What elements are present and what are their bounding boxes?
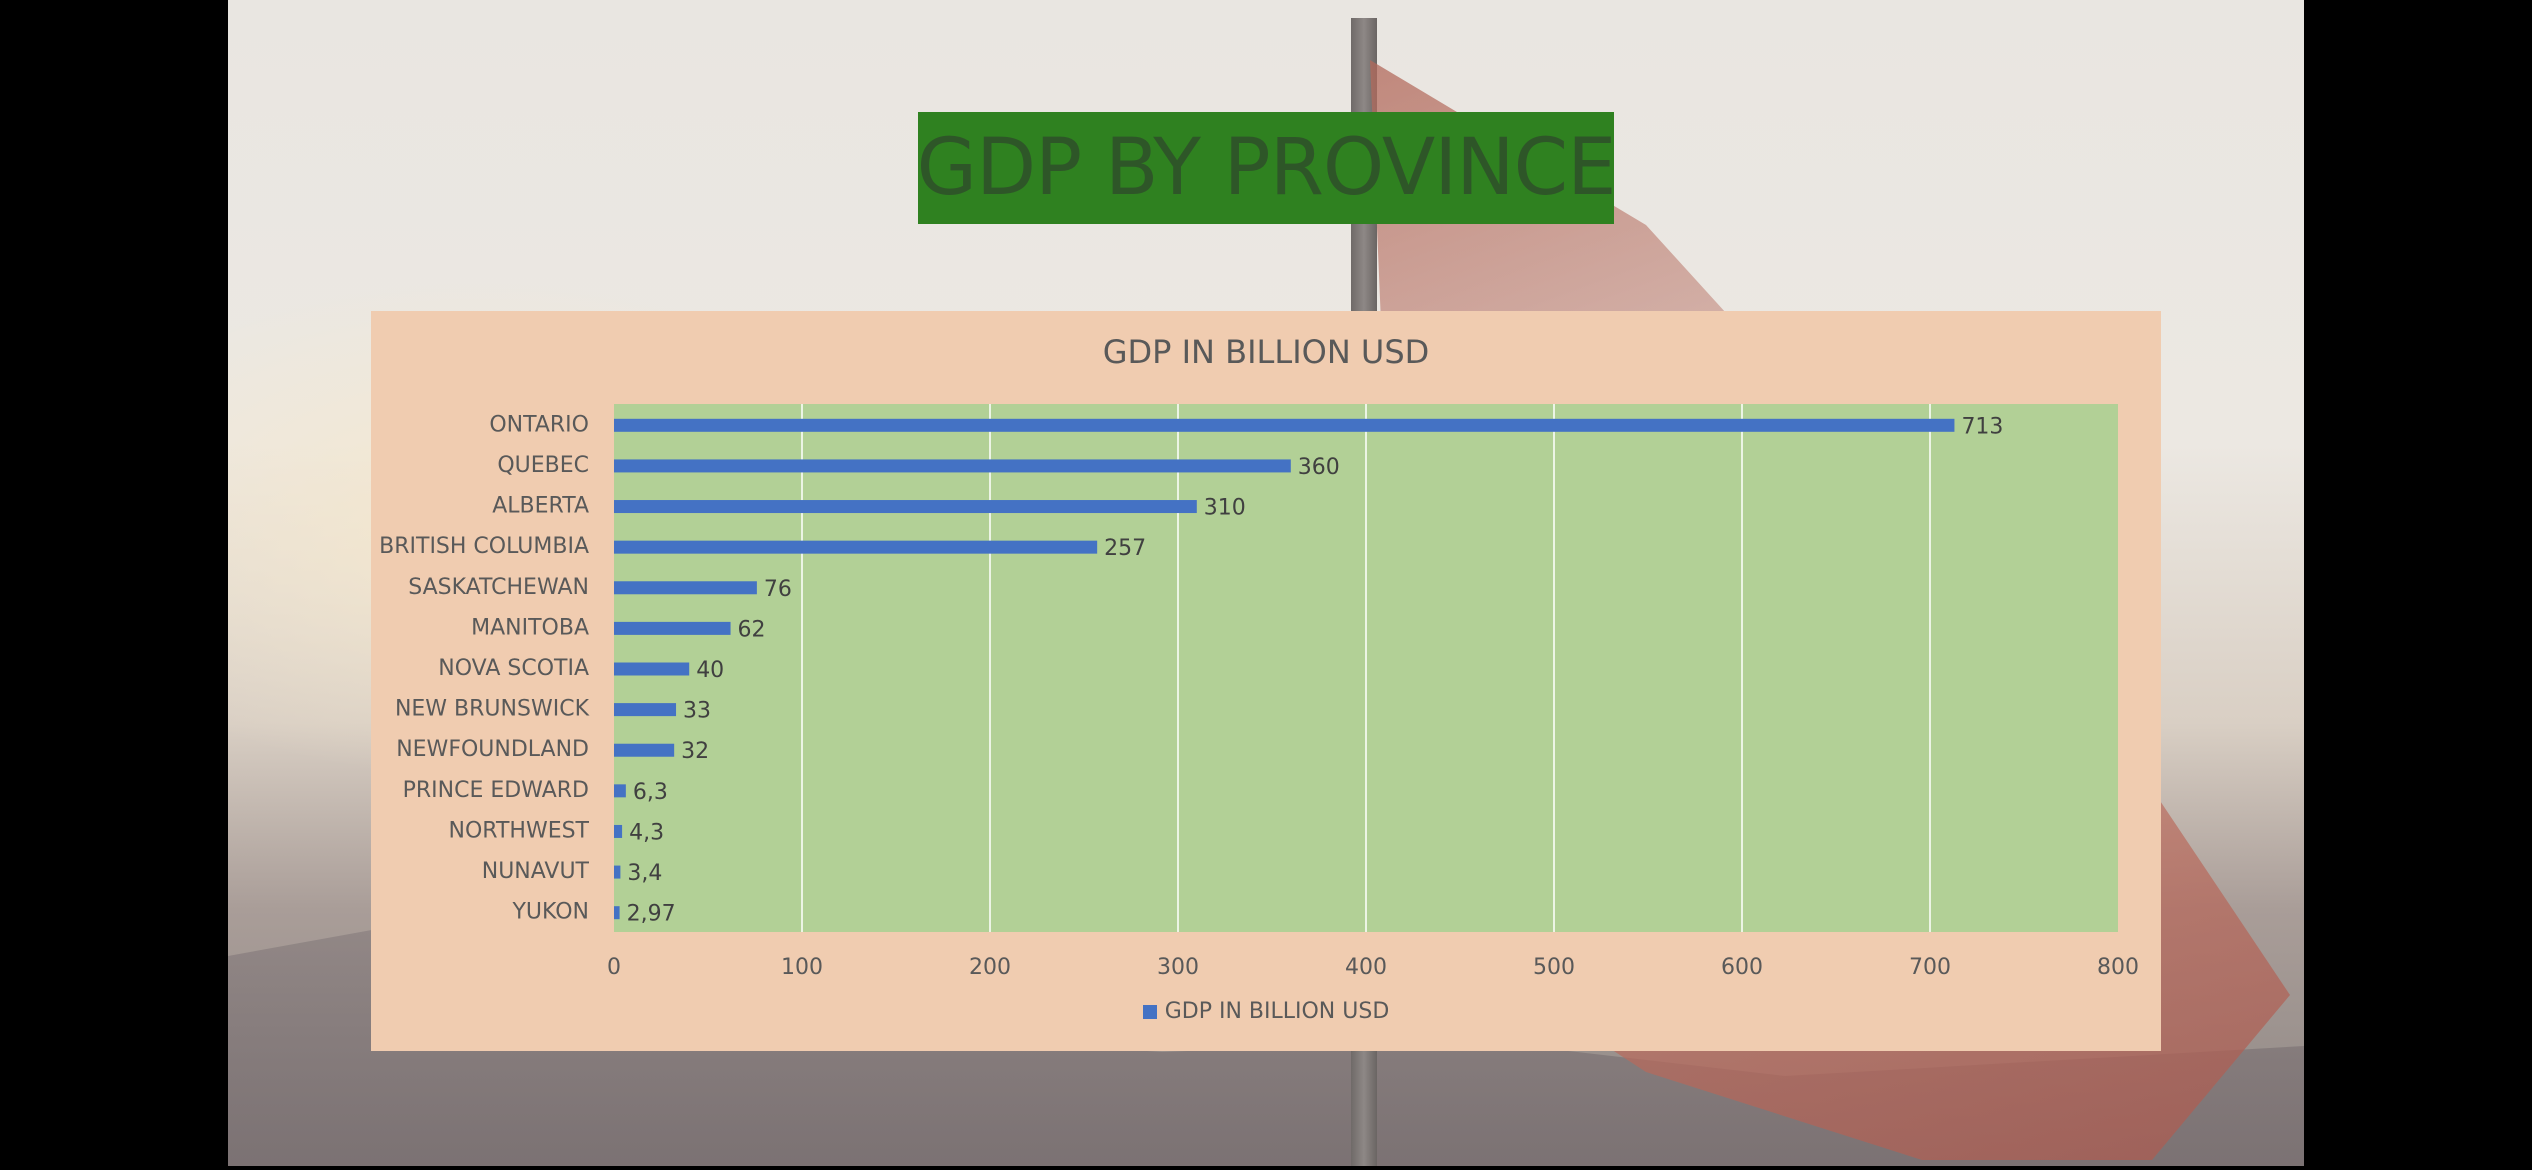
x-tick-label: 800 (2097, 955, 2139, 980)
bar[interactable] (614, 581, 757, 595)
data-label: 40 (696, 658, 724, 683)
category-label: ONTARIO (489, 412, 589, 437)
bar[interactable] (614, 459, 1291, 473)
legend-label: GDP IN BILLION USD (1164, 999, 1390, 1024)
data-label: 76 (764, 577, 792, 602)
bar[interactable] (614, 906, 620, 920)
bar[interactable] (614, 540, 1098, 554)
data-label: 713 (1961, 414, 2003, 439)
data-label: 33 (683, 699, 711, 724)
category-label: NEW BRUNSWICK (395, 697, 590, 722)
data-label: 4,3 (629, 820, 664, 845)
x-tick-label: 200 (969, 955, 1011, 980)
x-tick-label: 700 (1909, 955, 1951, 980)
bar[interactable] (614, 865, 621, 879)
category-label: ALBERTA (492, 494, 589, 519)
category-label: SASKATCHEWAN (408, 575, 589, 600)
x-tick-label: 500 (1533, 955, 1575, 980)
category-label: YUKON (511, 900, 589, 925)
data-label: 257 (1104, 536, 1146, 561)
chart-title: GDP IN BILLION USD (1102, 333, 1430, 371)
category-label: NUNAVUT (482, 859, 590, 884)
x-tick-label: 300 (1157, 955, 1199, 980)
category-label: MANITOBA (471, 615, 589, 640)
chart-legend[interactable]: GDP IN BILLION USD (371, 999, 2161, 1024)
slide-title-box: GDP BY PROVINCE (916, 112, 1617, 224)
x-tick-label: 400 (1345, 955, 1387, 980)
bar[interactable] (614, 784, 626, 798)
category-label: BRITISH COLUMBIA (379, 534, 589, 559)
category-label: NOVA SCOTIA (438, 656, 589, 681)
category-label: NORTHWEST (449, 818, 590, 843)
bar[interactable] (614, 621, 731, 635)
data-label: 62 (738, 617, 766, 642)
x-tick-label: 600 (1721, 955, 1763, 980)
bar[interactable] (614, 703, 677, 717)
slide-title: GDP BY PROVINCE (916, 123, 1617, 213)
bar[interactable] (614, 743, 675, 757)
bar[interactable] (614, 500, 1197, 514)
bar[interactable] (614, 662, 690, 676)
data-label: 3,4 (627, 861, 662, 886)
data-label: 32 (681, 739, 709, 764)
data-label: 360 (1298, 455, 1340, 480)
chart-area[interactable]: GDP IN BILLION USD 0 100 200 300 400 500 600 70… (371, 311, 2161, 1051)
data-label: 6,3 (633, 780, 668, 805)
data-label: 2,97 (627, 902, 676, 927)
category-label: QUEBEC (497, 453, 589, 478)
bar-chart: 0 100 200 300 400 500 600 700 800 ONTARIO 713 QUEBE… (379, 404, 2139, 980)
x-tick-label: 100 (781, 955, 823, 980)
category-label: NEWFOUNDLAND (396, 737, 589, 762)
bar[interactable] (614, 824, 623, 838)
legend-swatch-icon (1142, 1004, 1157, 1019)
bar[interactable] (614, 418, 1955, 432)
data-label: 310 (1204, 496, 1246, 521)
x-tick-label: 0 (607, 955, 621, 980)
category-label: PRINCE EDWARD (403, 778, 589, 803)
